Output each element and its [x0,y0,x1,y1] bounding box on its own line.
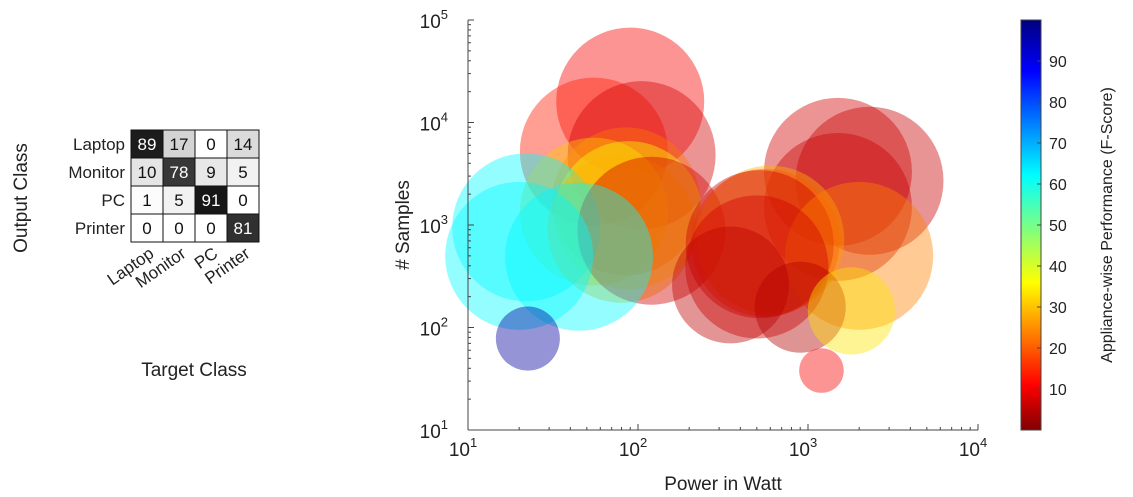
bubble-scatter-plot: 101 102 103 104 101 102 103 104 105 Power in Wa… [393,7,987,495]
matrix-cell-value: 5 [174,191,183,210]
confusion-matrix: 89 17 0 14 10 78 9 5 1 5 91 0 0 0 0 81 Laptop Monitor PC P… [11,129,260,381]
matrix-cell-value: 14 [234,135,253,154]
bubble-point [754,261,846,353]
matrix-cell-value: 0 [174,219,183,238]
bubble-point [519,77,668,226]
bubble-point [519,137,668,286]
bubble-point [696,165,845,314]
matrix-row-label: Laptop [73,135,125,154]
y-axis-label: # Samples [393,180,414,270]
x-tick-label: 102 [619,435,647,461]
bubble-point [685,195,829,339]
matrix-cell-value: 0 [142,219,151,238]
y-tick-label: 104 [420,110,448,136]
colorbar-tick-label: 30 [1049,300,1067,317]
matrix-cell [162,213,196,243]
confusion-matrix-y-axis-label: Output Class [11,143,32,253]
bubble-point [547,154,696,303]
bubble-point [807,267,896,355]
x-tick-label: 101 [449,435,477,461]
bubble-point [554,141,703,290]
colorbar-tick-label: 80 [1049,95,1067,112]
scatter-points [445,27,944,393]
bubble-point [577,156,726,305]
matrix-cell-value: 9 [206,163,215,182]
y-tick-label: 105 [420,7,448,33]
matrix-cell [226,129,260,159]
matrix-cell [226,157,260,187]
matrix-row-label: Printer [75,219,125,238]
bubble-point [452,153,601,302]
bubble-point [567,81,716,230]
y-axis-ticks: 101 102 103 104 105 [420,7,474,443]
matrix-cell-value: 81 [234,219,253,238]
bubble-point [552,127,701,276]
matrix-cell [130,213,164,243]
bubble-point [799,348,844,393]
matrix-cell-value: 1 [142,191,151,210]
x-axis-ticks: 101 102 103 104 [449,424,987,461]
bubble-point [672,226,789,344]
bubble-point [685,170,834,319]
colorbar-tick-label: 60 [1049,177,1067,194]
y-tick-label: 103 [420,212,448,238]
matrix-row-label: PC [101,191,125,210]
matrix-cell-value: 17 [170,135,189,154]
matrix-cell-value: 89 [138,135,157,154]
colorbar-tick-label: 10 [1049,382,1067,399]
matrix-cell-value: 91 [202,191,221,210]
y-tick-label: 101 [420,417,448,443]
x-axis-label: Power in Watt [664,474,782,495]
bubble-point [763,132,912,281]
colorbar-ticks: 10 20 30 40 50 60 70 80 90 [1037,54,1067,399]
bubble-point [505,182,654,331]
colorbar-label: Appliance-wise Performance (F-Score) [1099,87,1116,363]
confusion-matrix-cells: 89 17 0 14 10 78 9 5 1 5 91 0 0 0 0 81 [130,129,260,243]
matrix-cell-value: 10 [138,163,157,182]
matrix-cell [162,185,196,215]
bubble-point [445,181,594,330]
matrix-cell-value: 78 [170,163,189,182]
matrix-cell [226,213,260,243]
colorbar-tick-label: 20 [1049,341,1067,358]
matrix-cell [226,185,260,215]
bubble-point [495,306,560,371]
bubble-point [785,181,934,330]
confusion-matrix-x-axis-label: Target Class [141,360,247,381]
bubble-point [556,27,705,176]
colorbar-tick-label: 90 [1049,54,1067,71]
matrix-row-label: Monitor [68,163,125,182]
matrix-cell-value: 0 [206,219,215,238]
colorbar: 10 20 30 40 50 60 70 80 90 Appliance-wise Perfor… [1020,19,1116,431]
bubble-point [691,168,840,317]
matrix-cell [162,157,196,187]
x-tick-label: 103 [789,435,817,461]
colorbar-tick-label: 40 [1049,259,1067,276]
x-tick-label: 104 [959,435,987,461]
matrix-cell [130,129,164,159]
matrix-cell-value: 0 [238,191,247,210]
plot-area [468,20,978,430]
y-tick-label: 102 [420,315,448,341]
bubble-point [763,97,912,246]
colorbar-tick-label: 50 [1049,218,1067,235]
bubble-point [795,106,944,255]
matrix-cell-value: 0 [206,135,215,154]
confusion-matrix-row-labels: Laptop Monitor PC Printer [68,135,125,238]
colorbar-tick-label: 70 [1049,136,1067,153]
matrix-cell-value: 5 [238,163,247,182]
